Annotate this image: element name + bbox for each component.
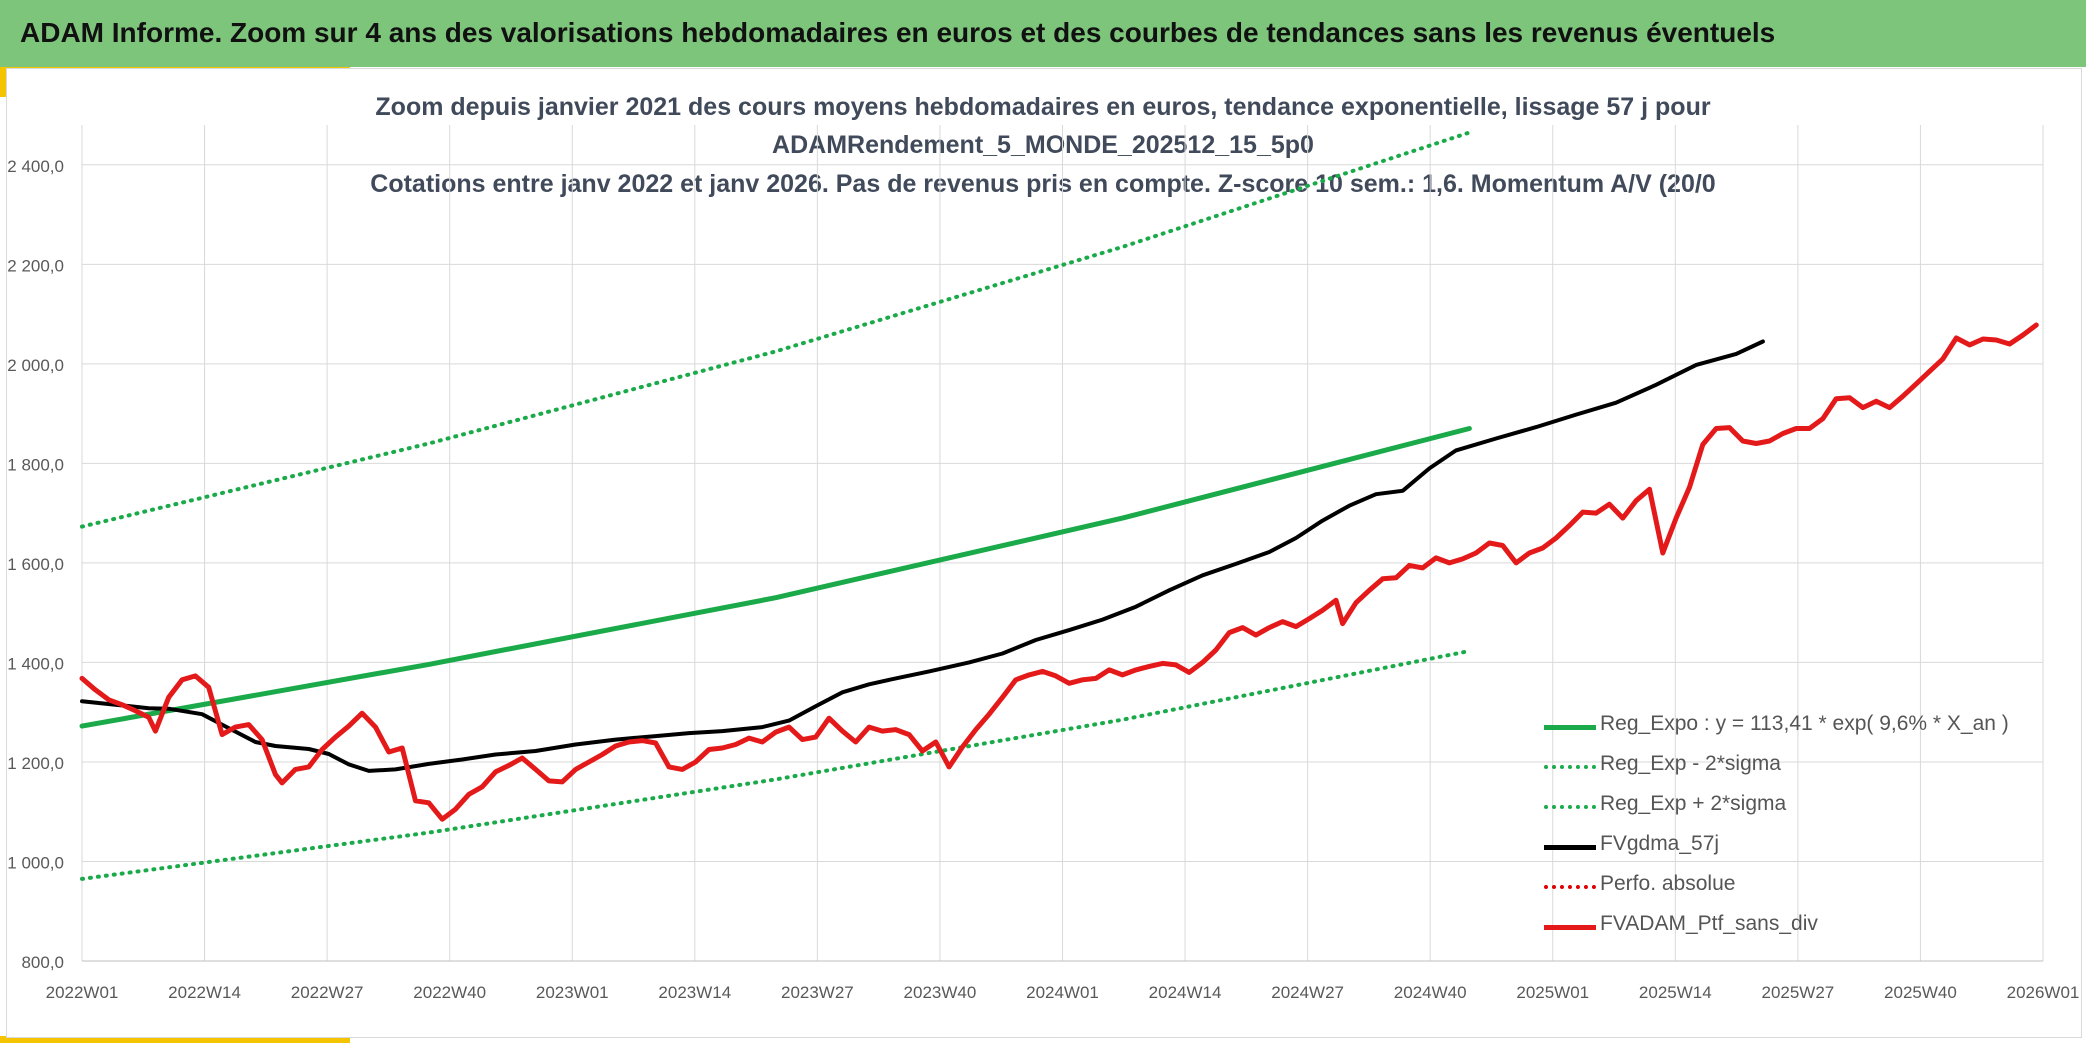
legend-label: FVgdma_57j (1600, 832, 1720, 855)
report-title: ADAM Informe. Zoom sur 4 ans des valoris… (20, 17, 1776, 48)
x-tick-label: 2024W40 (1394, 983, 1467, 1002)
x-tick-label: 2023W01 (536, 983, 609, 1002)
legend-label: Reg_Exp + 2*sigma (1600, 792, 1787, 815)
chart-subtitle: Cotations entre janv 2022 et janv 2026. … (370, 170, 1716, 198)
y-tick-label: 1 400,0 (7, 654, 64, 673)
y-tick-label: 2 400,0 (7, 157, 64, 176)
legend-swatch (1544, 885, 1596, 889)
x-tick-label: 2022W01 (46, 983, 119, 1002)
y-tick-label: 800,0 (21, 953, 64, 972)
series-line-fvadam-ptf-sans-div (79, 322, 2039, 822)
chart-area (6, 68, 2082, 1038)
legend-swatch (1544, 925, 1596, 930)
series-line-reg-expo-y-113-41-exp-9-6-x-an (79, 426, 1472, 729)
legend-label: Reg_Expo : y = 113,41 * exp( 9,6% * X_an… (1600, 712, 2009, 735)
legend-swatch (1544, 845, 1596, 850)
x-tick-label: 2023W14 (658, 983, 731, 1002)
y-tick-label: 2 200,0 (7, 256, 64, 275)
y-tick-label: 2 000,0 (7, 356, 64, 375)
legend-swatch (1544, 725, 1596, 730)
legend-label: FVADAM_Ptf_sans_div (1600, 912, 1818, 935)
accent-bar-bottom (0, 1036, 350, 1043)
chart-title: Zoom depuis janvier 2021 des cours moyen… (375, 93, 1711, 121)
chart-title-line2: ADAMRendement_5_MONDE_202512_15_5p0 (772, 131, 1314, 159)
y-tick-label: 1 800,0 (7, 455, 64, 474)
x-tick-label: 2022W27 (291, 983, 364, 1002)
x-tick-label: 2025W40 (1884, 983, 1957, 1002)
x-tick-label: 2026W01 (2007, 983, 2080, 1002)
series-line-fvgdma-57j (80, 339, 1765, 773)
x-tick-label: 2023W27 (781, 983, 854, 1002)
header-banner: ADAM Informe. Zoom sur 4 ans des valoris… (0, 0, 2086, 67)
x-tick-label: 2022W14 (168, 983, 241, 1002)
x-tick-label: 2023W40 (904, 983, 977, 1002)
legend-swatch (1544, 805, 1596, 809)
x-tick-label: 2024W01 (1026, 983, 1099, 1002)
x-tick-label: 2025W14 (1639, 983, 1712, 1002)
x-tick-label: 2022W40 (413, 983, 486, 1002)
y-tick-label: 1 200,0 (7, 754, 64, 773)
series-line-reg-exp-2-sigma (80, 649, 1472, 881)
legend-swatch (1544, 765, 1596, 769)
series-line-reg-exp-2-sigma (80, 130, 1472, 529)
x-tick-label: 2024W27 (1271, 983, 1344, 1002)
accent-bar-left (0, 67, 6, 97)
y-tick-label: 1 000,0 (7, 853, 64, 872)
y-tick-label: 1 600,0 (7, 555, 64, 574)
x-tick-label: 2025W27 (1761, 983, 1834, 1002)
x-tick-label: 2025W01 (1516, 983, 1589, 1002)
x-tick-label: 2024W14 (1149, 983, 1222, 1002)
legend-label: Reg_Exp - 2*sigma (1600, 752, 1781, 775)
legend-label: Perfo. absolue (1600, 872, 1736, 895)
